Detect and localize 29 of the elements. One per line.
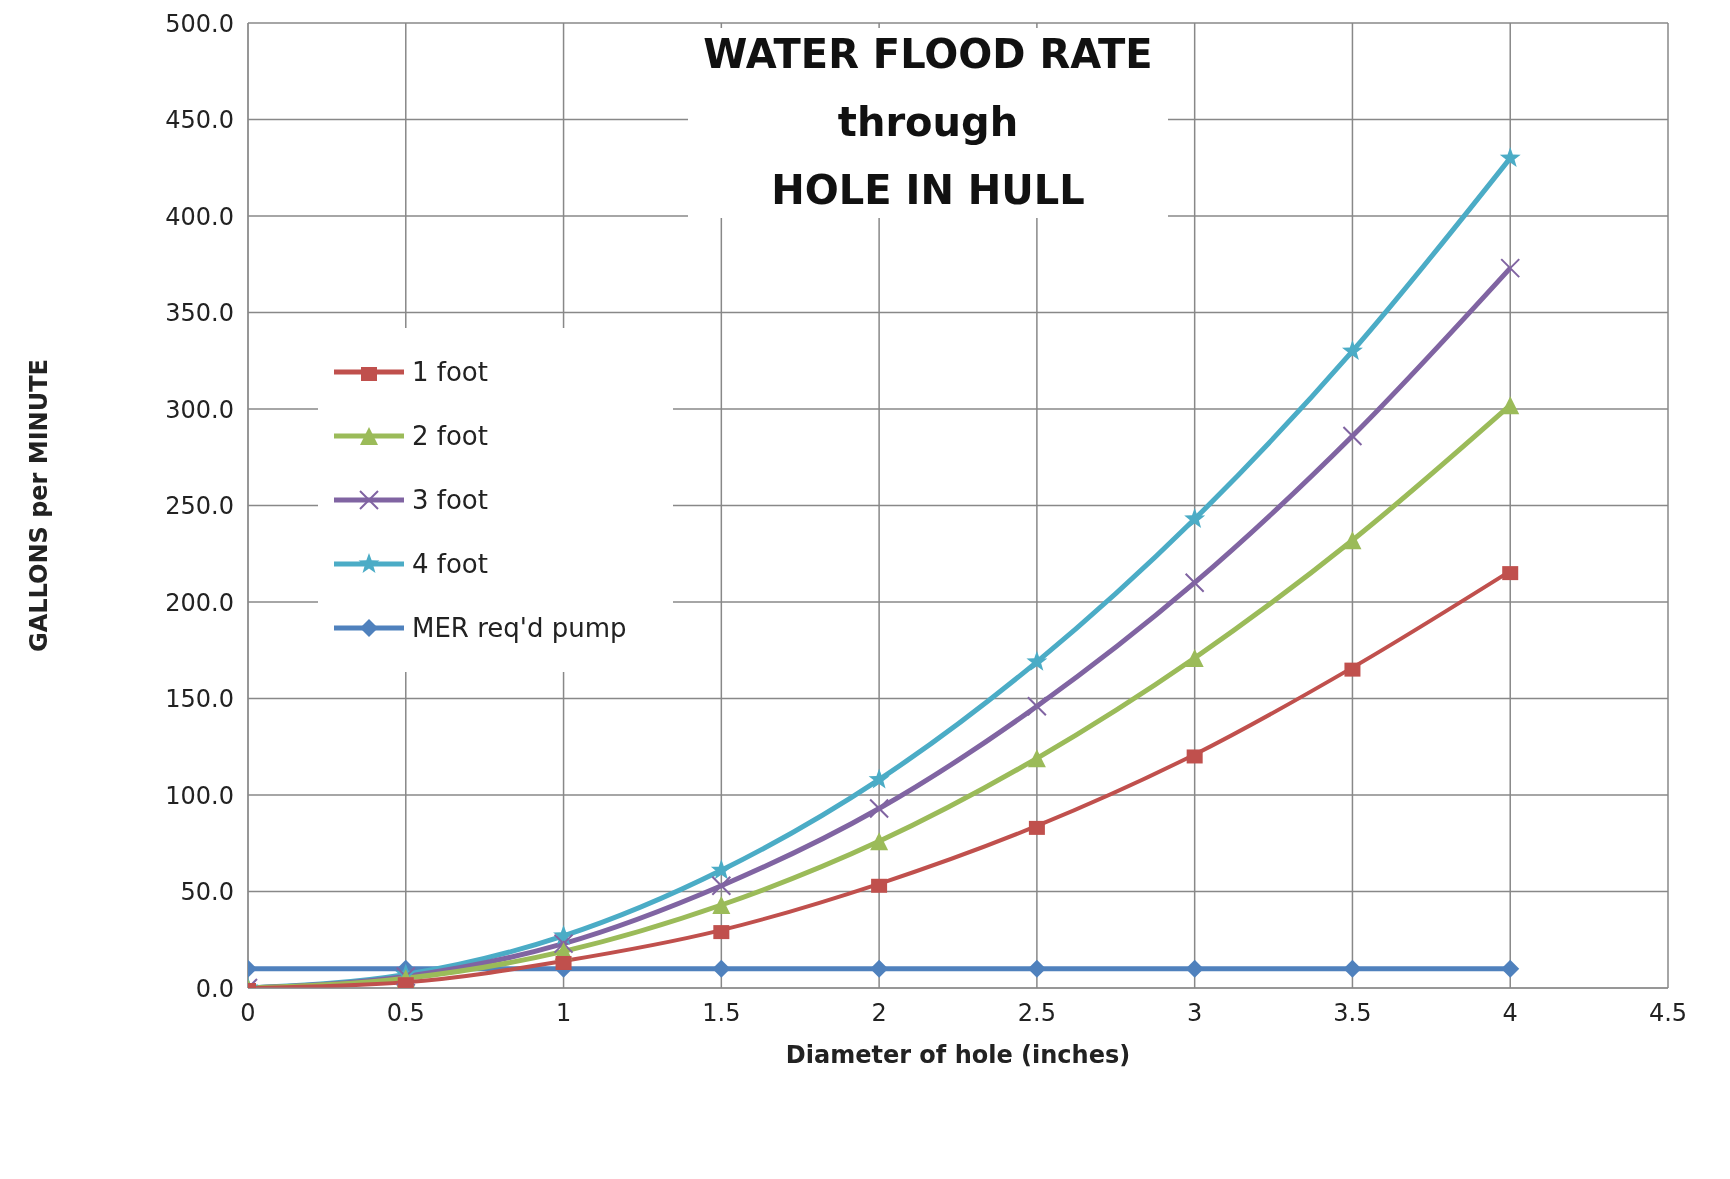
x-tick-label: 0.5	[386, 999, 425, 1028]
x-tick-label: 0	[240, 999, 256, 1028]
legend-label: 4 foot	[412, 549, 488, 579]
y-tick-label: 400.0	[165, 202, 234, 231]
y-tick-label: 350.0	[165, 299, 234, 328]
x-tick-label: 3.5	[1333, 999, 1372, 1028]
y-tick-label: 500.0	[165, 9, 234, 38]
y-tick-label: 150.0	[165, 685, 234, 714]
x-tick-label: 1	[555, 999, 572, 1028]
legend-label: 3 foot	[412, 485, 488, 515]
y-axis-title: GALLONS per MINUTE	[24, 359, 53, 652]
y-tick-label: 50.0	[180, 878, 234, 907]
x-tick-label: 3	[1187, 999, 1203, 1028]
y-tick-label: 200.0	[165, 588, 234, 617]
y-tick-label: 250.0	[165, 492, 234, 521]
legend-label: 1 foot	[412, 357, 488, 387]
x-axis-title: Diameter of hole (inches)	[785, 1041, 1131, 1069]
legend-label: 2 foot	[412, 421, 488, 451]
x-tick-label: 2.5	[1017, 999, 1056, 1028]
y-tick-label: 300.0	[165, 395, 234, 424]
y-tick-label: 450.0	[165, 106, 234, 135]
x-tick-label: 4	[1502, 999, 1518, 1028]
y-tick-label: 100.0	[165, 781, 234, 810]
text: WATER FLOOD RATE through HOLE IN HULL	[703, 31, 1153, 213]
y-tick-label: 0.0	[195, 974, 234, 1003]
x-tick-label: 1.5	[702, 999, 741, 1028]
legend-label: MER req'd pump	[412, 613, 627, 643]
x-tick-label: 2	[871, 999, 887, 1028]
x-tick-label: 4.5	[1648, 999, 1688, 1028]
